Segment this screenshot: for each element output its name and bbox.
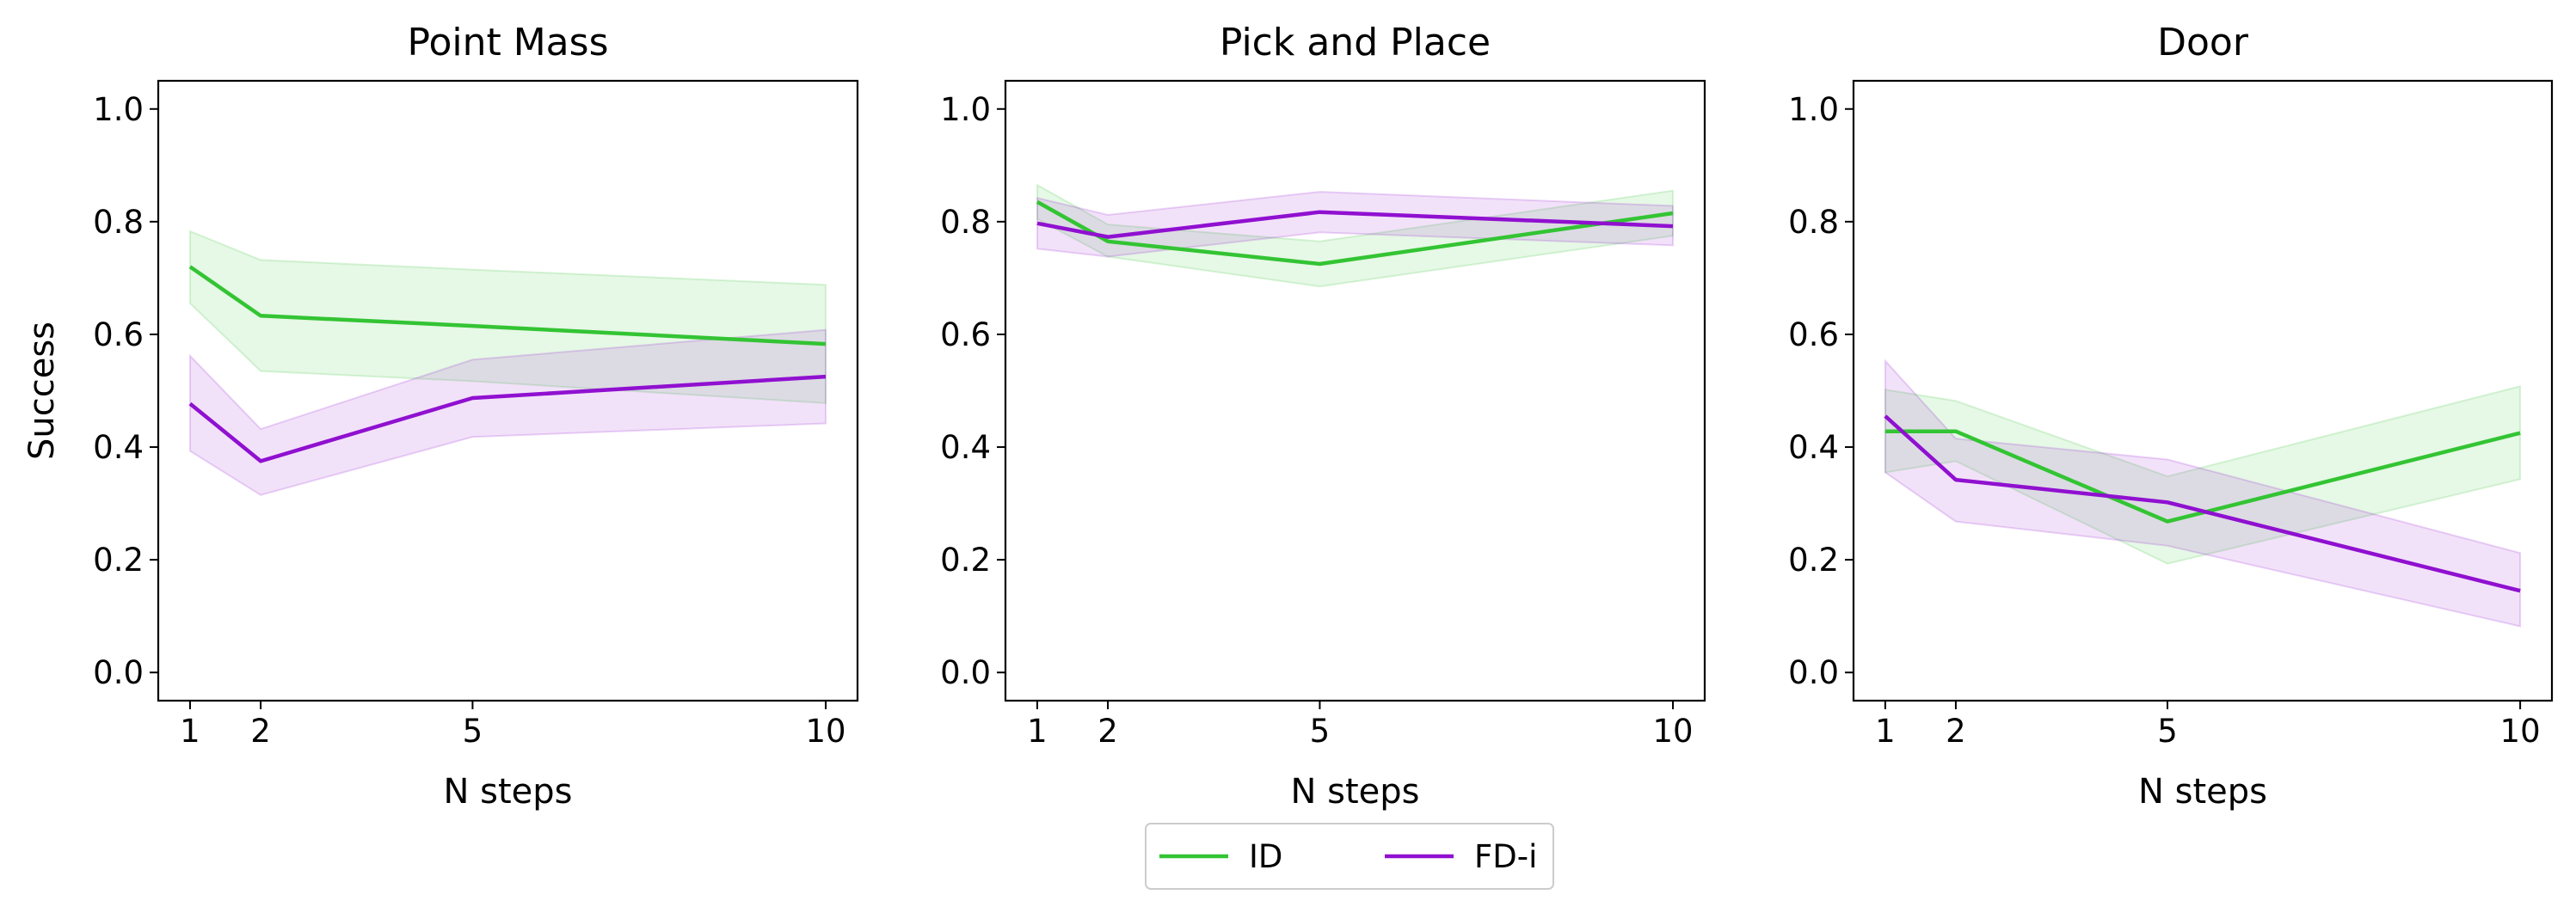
y-tick-label: 0.6: [93, 316, 144, 353]
plot-frame: [157, 79, 859, 702]
plot-frame: [1004, 79, 1706, 702]
x-tick-label: 1: [1027, 713, 1048, 750]
legend-label-fd-i: FD-i: [1474, 838, 1537, 875]
confidence-band-fd-i: [189, 328, 827, 496]
confidence-band-fd-i: [1036, 191, 1674, 258]
x-tick-label: 1: [1875, 713, 1896, 750]
y-tick-label: 1.0: [940, 91, 991, 128]
y-tick-label: 0.6: [1788, 316, 1839, 353]
y-tick-label: 0.8: [93, 204, 144, 241]
x-tick-label: 2: [250, 713, 271, 750]
series-line-fd-i: [188, 374, 827, 463]
legend-label-id: ID: [1249, 838, 1282, 875]
y-tick-label: 0.0: [1788, 654, 1839, 691]
series-line-id: [188, 265, 827, 346]
panel-1: 0.0 0.2 0.4 0.6 0.8 1.0 1 2 5 10 Pick and Place N s…: [940, 21, 1706, 812]
panel-title: Pick and Place: [1220, 21, 1491, 64]
x-tick-label: 10: [805, 713, 845, 750]
x-tick-label: 10: [2500, 713, 2541, 750]
x-tick-label: 5: [1310, 713, 1331, 750]
y-tick-label: 0.2: [940, 542, 991, 579]
chart-panels: 0.0 0.2 0.4 0.6 0.8 1.0 1 2 5 10 Point Mass N steps…: [22, 21, 2554, 812]
panel-title: Point Mass: [407, 21, 608, 64]
series-line-fd-i: [1036, 210, 1674, 239]
y-tick-label: 0.8: [940, 204, 991, 241]
legend: ID FD-i: [1145, 823, 1554, 890]
y-tick-label: 0.6: [940, 316, 991, 353]
confidence-band-id: [1884, 385, 2522, 565]
series-line-id: [1884, 429, 2521, 524]
x-tick-label: 2: [1097, 713, 1118, 750]
y-tick-label: 0.2: [93, 542, 144, 579]
y-tick-label: 0.0: [93, 654, 144, 691]
x-axis-label: N steps: [2138, 772, 2267, 812]
panel-0: 0.0 0.2 0.4 0.6 0.8 1.0 1 2 5 10 Point Mass N steps…: [22, 21, 859, 812]
x-axis-label: N steps: [444, 772, 573, 812]
y-tick-label: 0.4: [93, 429, 144, 466]
x-tick-label: 5: [2157, 713, 2178, 750]
x-tick-label: 1: [180, 713, 200, 750]
y-tick-label: 0.8: [1788, 204, 1839, 241]
panel-title: Door: [2157, 21, 2249, 64]
y-axis-label: Success: [22, 322, 62, 460]
confidence-band-id: [189, 230, 827, 404]
y-tick-label: 1.0: [93, 91, 144, 128]
series-line-fd-i: [1884, 414, 2521, 593]
series-line-id: [1036, 199, 1674, 267]
panel-2: 0.0 0.2 0.4 0.6 0.8 1.0 1 2 5 10 Door N steps: [1788, 21, 2554, 812]
x-axis-label: N steps: [1291, 772, 1420, 812]
x-tick-label: 10: [1652, 713, 1693, 750]
y-tick-label: 0.2: [1788, 542, 1839, 579]
x-tick-label: 2: [1946, 713, 1966, 750]
confidence-band-fd-i: [1884, 358, 2522, 628]
y-tick-label: 0.4: [1788, 429, 1839, 466]
plot-frame: [1852, 79, 2554, 702]
x-tick-label: 5: [463, 713, 483, 750]
y-tick-label: 1.0: [1788, 91, 1839, 128]
y-tick-label: 0.0: [940, 654, 991, 691]
legend-box: [1145, 823, 1554, 890]
y-tick-label: 0.4: [940, 429, 991, 466]
